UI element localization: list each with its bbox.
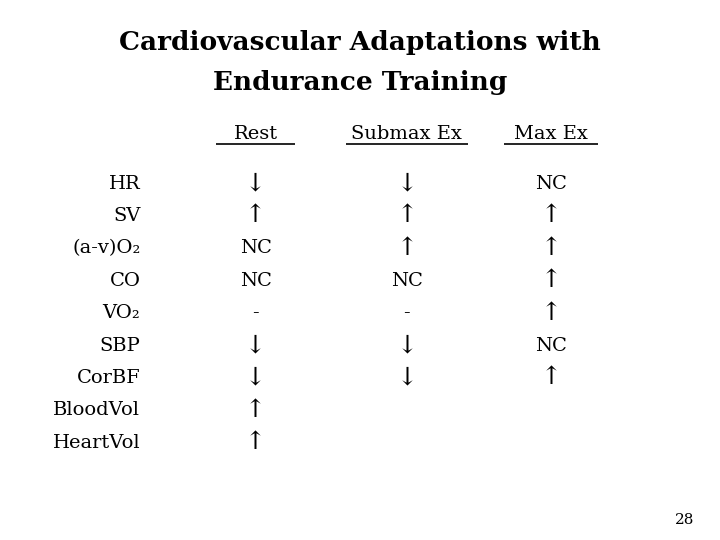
Text: ↑: ↑ [245, 399, 266, 422]
Text: ↑: ↑ [540, 269, 562, 292]
Text: HeartVol: HeartVol [53, 434, 140, 452]
Text: NC: NC [240, 239, 271, 258]
Text: ↑: ↑ [540, 205, 562, 227]
Text: Cardiovascular Adaptations with: Cardiovascular Adaptations with [119, 30, 601, 55]
Text: ↓: ↓ [396, 334, 418, 357]
Text: ↑: ↑ [540, 237, 562, 260]
Text: ↓: ↓ [245, 334, 266, 357]
Text: ↓: ↓ [396, 367, 418, 389]
Text: ↑: ↑ [396, 237, 418, 260]
Text: -: - [403, 304, 410, 322]
Text: Rest: Rest [233, 125, 278, 143]
Text: -: - [252, 304, 259, 322]
Text: SV: SV [113, 207, 140, 225]
Text: HR: HR [109, 174, 140, 193]
Text: NC: NC [391, 272, 423, 290]
Text: ↑: ↑ [245, 431, 266, 454]
Text: ↓: ↓ [245, 172, 266, 195]
Text: NC: NC [535, 174, 567, 193]
Text: SBP: SBP [99, 336, 140, 355]
Text: ↑: ↑ [396, 205, 418, 227]
Text: Endurance Training: Endurance Training [213, 70, 507, 95]
Text: CorBF: CorBF [76, 369, 140, 387]
Text: BloodVol: BloodVol [53, 401, 140, 420]
Text: Submax Ex: Submax Ex [351, 125, 462, 143]
Text: ↑: ↑ [245, 205, 266, 227]
Text: VO₂: VO₂ [103, 304, 140, 322]
Text: ↑: ↑ [540, 367, 562, 389]
Text: NC: NC [240, 272, 271, 290]
Text: ↓: ↓ [245, 367, 266, 389]
Text: (a-v)O₂: (a-v)O₂ [72, 239, 140, 258]
Text: Max Ex: Max Ex [514, 125, 588, 143]
Text: ↑: ↑ [540, 302, 562, 325]
Text: 28: 28 [675, 512, 695, 526]
Text: ↓: ↓ [396, 172, 418, 195]
Text: CO: CO [109, 272, 140, 290]
Text: NC: NC [535, 336, 567, 355]
